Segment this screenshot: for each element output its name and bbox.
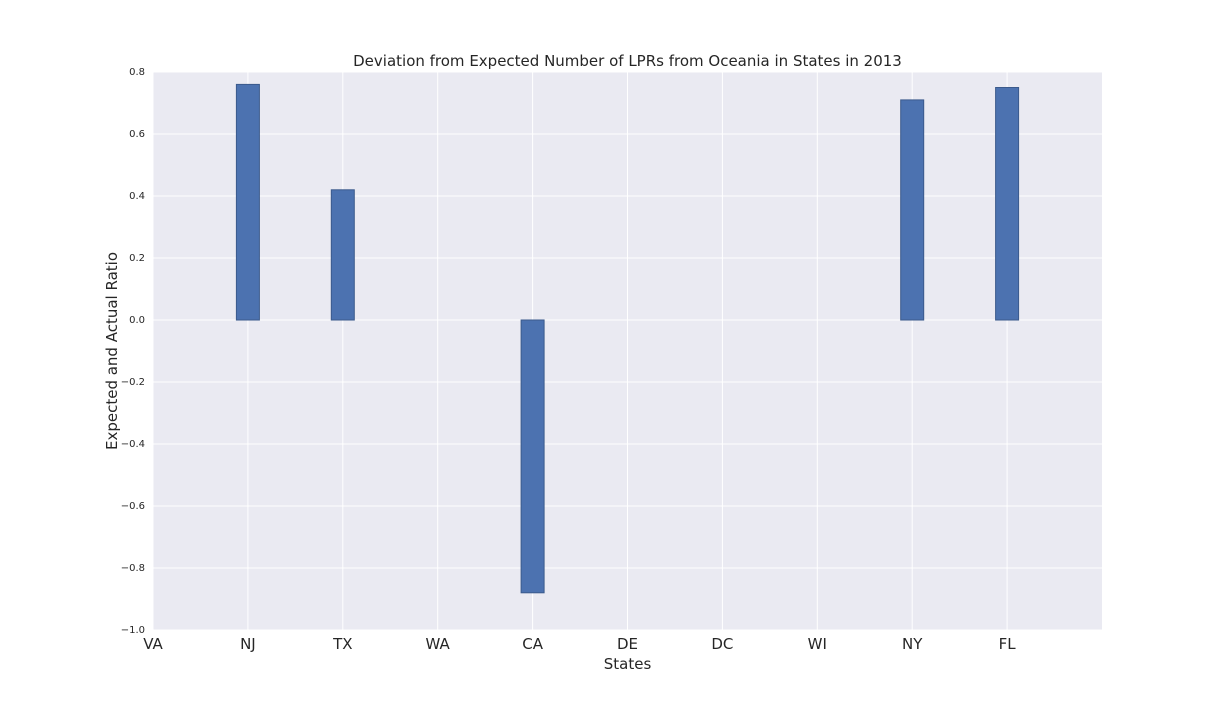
x-axis-label: States (604, 655, 652, 673)
x-tick-label: WI (808, 635, 827, 653)
x-tick-label: WA (426, 635, 451, 653)
y-tick-label: −0.6 (121, 501, 145, 512)
y-tick-label: −0.4 (121, 439, 145, 450)
bars (235, 83, 1020, 594)
y-tick-label: −1.0 (121, 625, 145, 636)
y-tick-label: −0.2 (121, 377, 145, 388)
x-tick-label: FL (999, 635, 1017, 653)
bar-ny (900, 99, 925, 321)
x-tick-labels: VA NJ TX WA CA DE DC WI NY FL (143, 635, 1016, 653)
x-tick-label: TX (332, 635, 352, 653)
chart-title: Deviation from Expected Number of LPRs f… (353, 52, 902, 70)
x-tick-label: VA (143, 635, 163, 653)
x-tick-label: NJ (240, 635, 256, 653)
bar-ca (520, 319, 545, 594)
bar-fl (995, 87, 1020, 321)
bar-tx (330, 189, 355, 321)
x-tick-label: NY (902, 635, 923, 653)
x-tick-label: DE (617, 635, 638, 653)
y-tick-label: 0.4 (129, 191, 145, 202)
y-tick-label: 0.8 (129, 67, 145, 78)
y-tick-label: 0.2 (129, 253, 145, 264)
y-tick-label: 0.6 (129, 129, 145, 140)
bar-nj (235, 83, 260, 321)
x-tick-label: CA (522, 635, 543, 653)
y-tick-label: −0.8 (121, 563, 145, 574)
y-tick-labels: 0.8 0.6 0.4 0.2 0.0 −0.2 −0.4 −0.6 −0.8 −1.0 (121, 67, 145, 636)
x-tick-label: DC (711, 635, 733, 653)
y-axis-label: Expected and Actual Ratio (103, 252, 121, 450)
y-tick-label: 0.0 (129, 315, 145, 326)
